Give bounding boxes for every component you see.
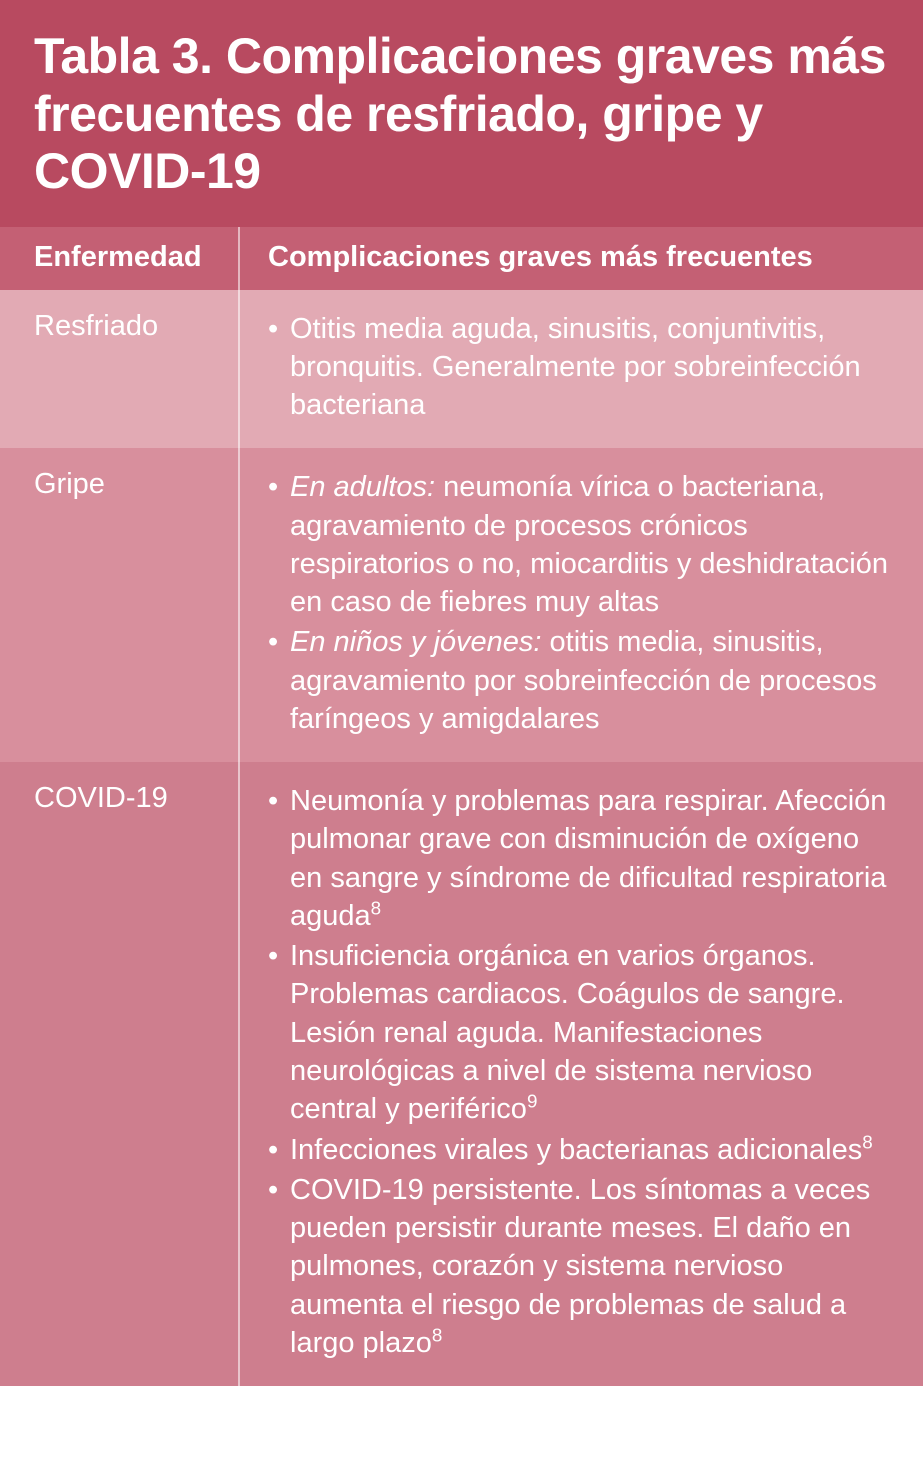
- table-header-row: Enfermedad Complicaciones graves más fre…: [0, 227, 923, 290]
- disease-name: COVID-19: [0, 762, 240, 1386]
- complications-cell: Neumonía y problemas para respirar. Afec…: [240, 762, 923, 1386]
- complication-item: COVID-19 persistente. Los síntomas a vec…: [268, 1171, 893, 1362]
- complication-item: En adultos: neumonía vírica o bacteriana…: [268, 468, 893, 621]
- complications-list: En adultos: neumonía vírica o bacteriana…: [268, 468, 893, 738]
- header-col-complicaciones: Complicaciones graves más frecuentes: [240, 227, 923, 290]
- table-row: ResfriadoOtitis media aguda, sinusitis, …: [0, 290, 923, 449]
- complications-list: Neumonía y problemas para respirar. Afec…: [268, 782, 893, 1362]
- complication-item: Infecciones virales y bacterianas adicio…: [268, 1131, 893, 1169]
- complications-cell: Otitis media aguda, sinusitis, conjuntiv…: [240, 290, 923, 449]
- complication-item: Insuficiencia orgánica en varios órganos…: [268, 937, 893, 1128]
- complication-item: Neumonía y problemas para respirar. Afec…: [268, 782, 893, 935]
- table-body: ResfriadoOtitis media aguda, sinusitis, …: [0, 290, 923, 1387]
- comparison-table: Tabla 3. Complicaciones graves más frecu…: [0, 0, 923, 1386]
- header-col-enfermedad: Enfermedad: [0, 227, 240, 290]
- disease-name: Resfriado: [0, 290, 240, 449]
- complications-list: Otitis media aguda, sinusitis, conjuntiv…: [268, 310, 893, 425]
- table-row: GripeEn adultos: neumonía vírica o bacte…: [0, 448, 923, 762]
- table-title: Tabla 3. Complicaciones graves más frecu…: [0, 0, 923, 227]
- complication-item: En niños y jóvenes: otitis media, sinusi…: [268, 623, 893, 738]
- complications-cell: En adultos: neumonía vírica o bacteriana…: [240, 448, 923, 762]
- complication-item: Otitis media aguda, sinusitis, conjuntiv…: [268, 310, 893, 425]
- disease-name: Gripe: [0, 448, 240, 762]
- table-row: COVID-19Neumonía y problemas para respir…: [0, 762, 923, 1386]
